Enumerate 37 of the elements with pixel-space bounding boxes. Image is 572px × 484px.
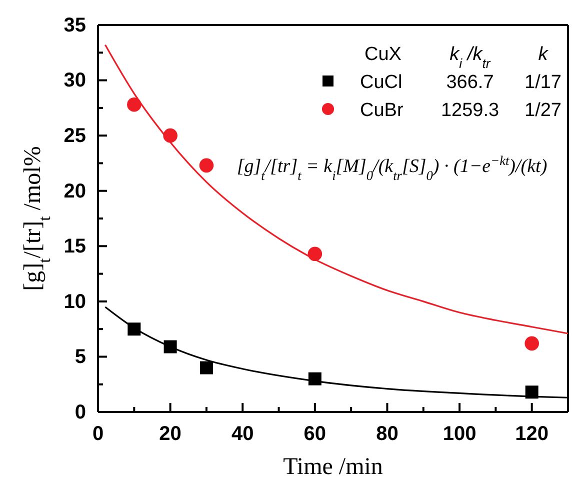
annotation: 1259.3: [440, 100, 500, 121]
annotation: 1/17: [524, 72, 562, 93]
annotation: k: [538, 44, 550, 65]
point: [128, 322, 141, 336]
y-tick-label: 0: [74, 401, 86, 424]
x-tick-label: 80: [376, 423, 398, 446]
point: [127, 97, 142, 112]
point: [200, 361, 213, 374]
point: [308, 246, 322, 262]
legend-title: CuX: [364, 44, 402, 65]
x-axis-title: Time /min: [283, 454, 383, 480]
x-tick-label: 100: [442, 423, 476, 446]
annotation: 1/27: [524, 100, 562, 121]
point: [308, 372, 322, 386]
legend-label: CuBr: [360, 100, 404, 121]
point: [163, 128, 178, 143]
x-tick-label: 20: [159, 423, 182, 446]
point: [199, 158, 214, 173]
point: [524, 336, 539, 351]
y-tick-label: 15: [64, 236, 86, 258]
annotation: 366.7: [446, 72, 494, 93]
x-tick-label: 60: [304, 423, 326, 446]
point: [525, 386, 538, 399]
annotation: k$_{i}$ /k$_{tr}$: [450, 44, 491, 70]
x-tick-label: 0: [92, 423, 104, 446]
y-tick-label: 25: [64, 124, 86, 147]
point: [164, 340, 177, 354]
y-tick-label: 30: [64, 70, 86, 92]
y-tick-label: 10: [64, 290, 86, 313]
y-tick-label: 35: [64, 14, 86, 36]
text: [g]$_{t}$/[tr]$_{t}$ = k$_{i}$[M]$_{0}$/(k$_{tr}$[S]$_{0}$) · (1−e$^{−kt}$)/(kt): [236, 152, 548, 182]
y-tick-label: 20: [64, 180, 86, 202]
line-series: [104, 44, 569, 334]
x-tick-label: 40: [231, 423, 254, 446]
legend-label: CuCl: [360, 72, 402, 93]
y-tick-label: 5: [74, 346, 86, 368]
x-tick-label: 120: [515, 423, 549, 446]
